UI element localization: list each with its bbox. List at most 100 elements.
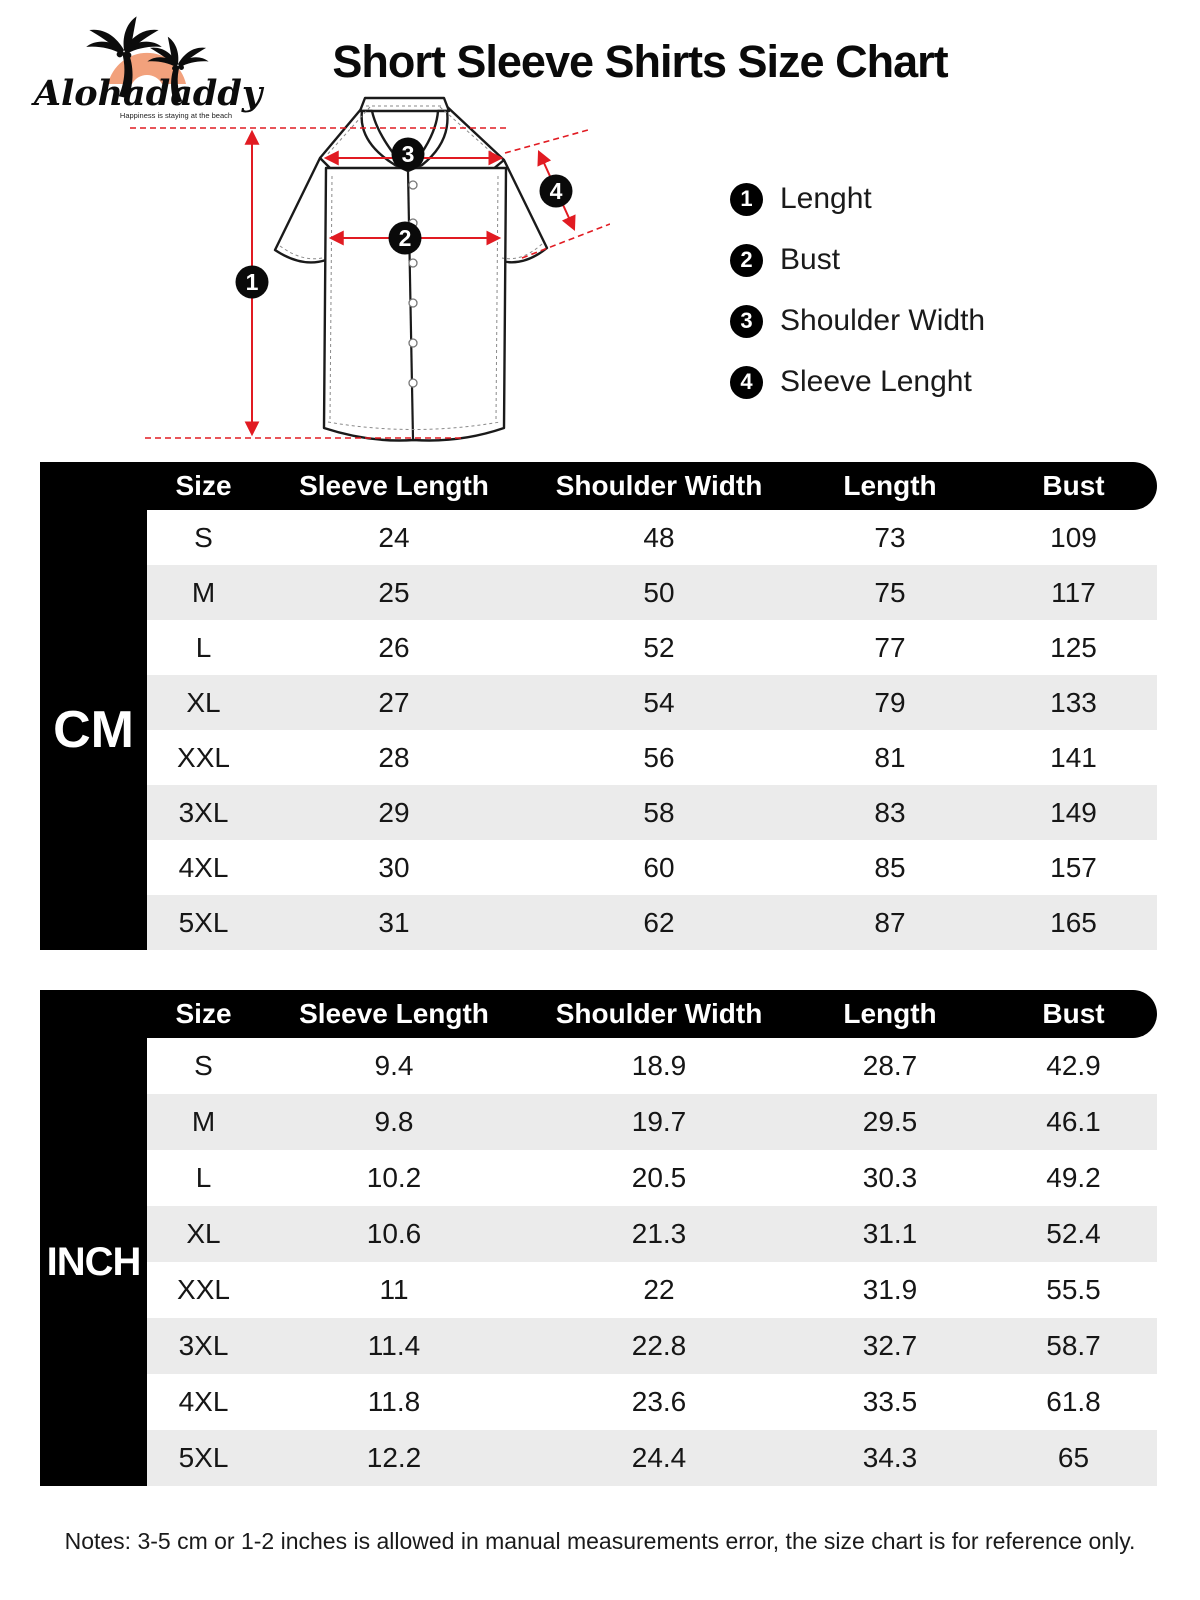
unit-badge-cm: CM bbox=[40, 510, 147, 950]
value-cell: 52.4 bbox=[1046, 1218, 1101, 1249]
table-row: 4XL 30 60 85 157 bbox=[147, 840, 1157, 895]
value-cell: 24.4 bbox=[631, 1442, 687, 1473]
size-cell: XXL bbox=[177, 1274, 230, 1305]
marker-2: 2 bbox=[388, 221, 422, 255]
value-cell: 52 bbox=[643, 631, 675, 663]
value-cell: 24 bbox=[378, 521, 410, 553]
value-cell: 28 bbox=[378, 741, 410, 773]
value-cell: 22 bbox=[643, 1274, 675, 1305]
size-cell: 5XL bbox=[178, 1442, 229, 1473]
legend-label: Bust bbox=[780, 243, 841, 276]
value-cell: 42.9 bbox=[1046, 1050, 1101, 1081]
col-header-length: Length bbox=[843, 998, 937, 1029]
value-cell: 31.1 bbox=[862, 1218, 918, 1249]
legend-num-2: 2 bbox=[730, 243, 763, 277]
size-cell: S bbox=[194, 521, 213, 553]
value-cell: 77 bbox=[874, 631, 906, 663]
legend-item-sleeve-length: 4 Sleeve Lenght bbox=[730, 365, 985, 399]
value-cell: 19.7 bbox=[631, 1106, 687, 1137]
value-cell: 81 bbox=[874, 741, 906, 773]
marker-3: 3 bbox=[391, 137, 425, 171]
value-cell: 21.3 bbox=[631, 1218, 687, 1249]
table-row: 3XL 29 58 83 149 bbox=[147, 785, 1157, 840]
size-cell: 5XL bbox=[178, 906, 229, 938]
cm-table-rows: S 24 48 73 109 M 25 50 75 117 L 26 52 77 125 XL 27 54 79 13… bbox=[147, 510, 1157, 950]
size-cell: XL bbox=[186, 1218, 221, 1249]
value-cell: 75 bbox=[874, 576, 906, 608]
value-cell: 54 bbox=[643, 686, 675, 718]
size-cell: 3XL bbox=[178, 796, 229, 828]
brand-name: Alohadaddy bbox=[31, 73, 265, 114]
value-cell: 10.2 bbox=[366, 1162, 422, 1193]
value-cell: 46.1 bbox=[1046, 1106, 1101, 1137]
marker-4: 4 bbox=[539, 174, 573, 208]
value-cell: 87 bbox=[874, 906, 906, 938]
cm-table: Size Sleeve Length Shoulder Width Length… bbox=[40, 462, 1157, 950]
value-cell: 12.2 bbox=[366, 1442, 422, 1473]
brand-tagline: Happiness is staying at the beach bbox=[120, 111, 232, 120]
col-header-sleeve-length: Sleeve Length bbox=[299, 998, 489, 1029]
legend-num-1: 1 bbox=[730, 182, 763, 216]
value-cell: 49.2 bbox=[1046, 1162, 1101, 1193]
cm-table-header: Size Sleeve Length Shoulder Width Length… bbox=[40, 462, 1157, 510]
inch-table: Size Sleeve Length Shoulder Width Length… bbox=[40, 990, 1157, 1486]
size-cell: M bbox=[191, 576, 216, 608]
size-cell: 4XL bbox=[178, 1386, 229, 1417]
value-cell: 62 bbox=[643, 906, 675, 938]
value-cell: 117 bbox=[1051, 576, 1096, 608]
value-cell: 34.3 bbox=[862, 1442, 918, 1473]
table-row: S 9.4 18.9 28.7 42.9 bbox=[147, 1038, 1157, 1094]
inch-table-rows: S 9.4 18.9 28.7 42.9 M 9.8 19.7 29.5 46.1 L 10.2 20.… bbox=[147, 1038, 1157, 1486]
size-cell: S bbox=[194, 1050, 213, 1081]
size-cell: 4XL bbox=[178, 851, 229, 883]
table-row: XL 10.6 21.3 31.1 52.4 bbox=[147, 1206, 1157, 1262]
value-cell: 61.8 bbox=[1046, 1386, 1101, 1417]
size-cell: L bbox=[195, 1162, 212, 1193]
value-cell: 73 bbox=[874, 521, 906, 553]
sleeve-guide-bottom bbox=[521, 223, 610, 259]
svg-text:4: 4 bbox=[550, 178, 563, 204]
table-row: 5XL 31 62 87 165 bbox=[147, 895, 1157, 950]
size-cell: L bbox=[195, 631, 212, 663]
page-title: Short Sleeve Shirts Size Chart bbox=[332, 36, 948, 87]
table-row: 4XL 11.8 23.6 33.5 61.8 bbox=[147, 1374, 1157, 1430]
size-cell: M bbox=[191, 1106, 216, 1137]
value-cell: 30 bbox=[378, 851, 410, 883]
table-row: M 25 50 75 117 bbox=[147, 565, 1157, 620]
value-cell: 55.5 bbox=[1046, 1274, 1101, 1305]
value-cell: 56 bbox=[643, 741, 675, 773]
value-cell: 10.6 bbox=[366, 1218, 422, 1249]
legend-label: Sleeve Lenght bbox=[780, 365, 972, 398]
value-cell: 9.4 bbox=[374, 1050, 414, 1081]
shirt-measurement-diagram: 1 2 3 4 bbox=[130, 96, 610, 442]
table-row: 3XL 11.4 22.8 32.7 58.7 bbox=[147, 1318, 1157, 1374]
table-row: XXL 11 22 31.9 55.5 bbox=[147, 1262, 1157, 1318]
inch-table-header: Size Sleeve Length Shoulder Width Length… bbox=[40, 990, 1157, 1038]
col-header-size: Size bbox=[175, 998, 232, 1029]
value-cell: 133 bbox=[1050, 686, 1097, 718]
value-cell: 29.5 bbox=[862, 1106, 918, 1137]
size-cell: XXL bbox=[177, 741, 230, 773]
value-cell: 31.9 bbox=[862, 1274, 918, 1305]
value-cell: 58 bbox=[643, 796, 675, 828]
shirt-stitching bbox=[279, 105, 543, 430]
col-header-sleeve-length: Sleeve Length bbox=[299, 470, 489, 501]
value-cell: 109 bbox=[1050, 521, 1097, 553]
value-cell: 157 bbox=[1050, 851, 1097, 883]
col-header-shoulder-width: Shoulder Width bbox=[555, 998, 763, 1029]
measurement-legend: 1 Lenght 2 Bust 3 Shoulder Width 4 Sleev… bbox=[730, 182, 985, 399]
notes-text: Notes: 3-5 cm or 1-2 inches is allowed i… bbox=[64, 1528, 1136, 1554]
value-cell: 27 bbox=[378, 686, 410, 718]
value-cell: 22.8 bbox=[631, 1330, 687, 1361]
legend-label: Lenght bbox=[780, 182, 872, 215]
value-cell: 50 bbox=[643, 576, 675, 608]
value-cell: 60 bbox=[643, 851, 675, 883]
marker-1: 1 bbox=[235, 265, 269, 299]
value-cell: 25 bbox=[378, 576, 410, 608]
value-cell: 28.7 bbox=[862, 1050, 918, 1081]
table-row: L 26 52 77 125 bbox=[147, 620, 1157, 675]
size-cell: 3XL bbox=[178, 1330, 229, 1361]
legend-num-4: 4 bbox=[730, 365, 763, 399]
legend-item-shoulder-width: 3 Shoulder Width bbox=[730, 304, 985, 338]
